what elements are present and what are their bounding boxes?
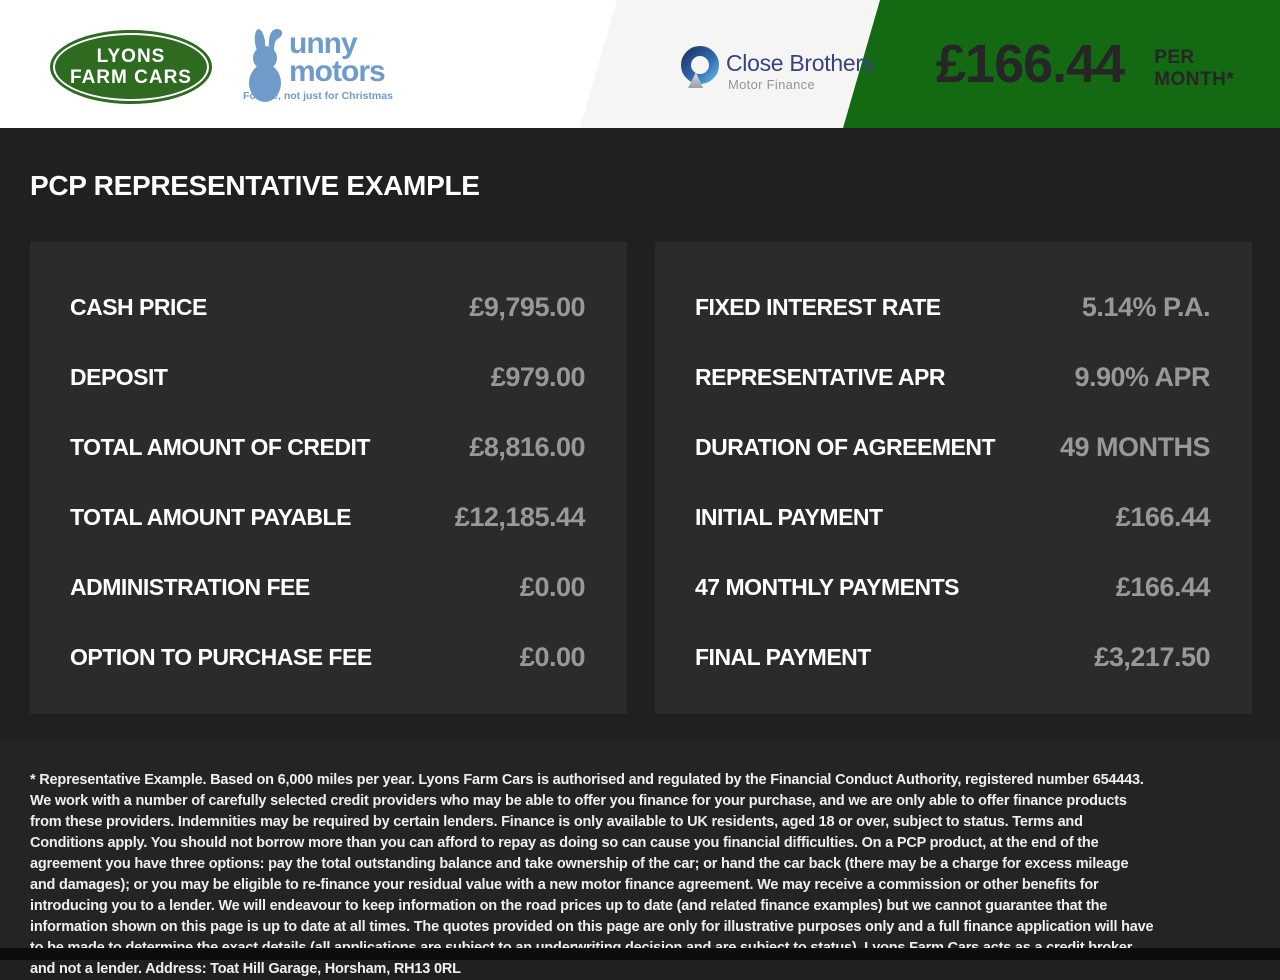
table-row: FINAL PAYMENT £3,217.50	[695, 622, 1210, 692]
row-label: DEPOSIT	[70, 363, 168, 390]
bunny-word-motors: motors	[289, 55, 386, 88]
row-label: FIXED INTEREST RATE	[695, 293, 941, 320]
row-value: £0.00	[519, 641, 586, 672]
row-label: ADMINISTRATION FEE	[70, 573, 310, 600]
row-label: DURATION OF AGREEMENT	[695, 433, 996, 460]
table-row: TOTAL AMOUNT PAYABLE £12,185.44	[70, 482, 586, 552]
disclaimer-section: * Representative Example. Based on 6,000…	[0, 740, 1280, 977]
bottom-bar	[0, 948, 1280, 960]
row-value: £12,185.44	[454, 501, 586, 532]
row-label: INITIAL PAYMENT	[695, 503, 883, 530]
close-brothers-icon	[681, 46, 719, 88]
lyons-logo-line2: FARM CARS	[70, 67, 192, 88]
table-row: OPTION TO PURCHASE FEE £0.00	[70, 622, 586, 692]
row-label: TOTAL AMOUNT OF CREDIT	[70, 433, 370, 460]
close-brothers-name: Close Brothers	[726, 50, 874, 76]
row-value: 5.14% P.A.	[1081, 291, 1211, 322]
price-suffix: PER MONTH*	[1154, 47, 1235, 90]
finance-table-left: CASH PRICE £9,795.00 DEPOSIT £979.00 TOT…	[30, 242, 627, 714]
table-row: REPRESENTATIVE APR 9.90% APR	[695, 342, 1210, 412]
row-label: FINAL PAYMENT	[695, 643, 871, 670]
bunny-icon	[249, 29, 283, 102]
row-label: CASH PRICE	[70, 293, 207, 320]
table-row: INITIAL PAYMENT £166.44	[695, 482, 1211, 552]
table-row: FIXED INTEREST RATE 5.14% P.A.	[695, 272, 1211, 342]
main-section: PCP REPRESENTATIVE EXAMPLE CASH PRICE £9…	[0, 128, 1280, 714]
row-label: OPTION TO PURCHASE FEE	[70, 643, 372, 670]
row-value: £8,816.00	[469, 431, 585, 462]
price-amount: £166.44	[936, 34, 1125, 94]
row-value: £0.00	[519, 571, 586, 602]
row-label: 47 MONTHLY PAYMENTS	[695, 573, 960, 600]
lyons-logo-line1: LYONS	[96, 46, 166, 67]
table-row: TOTAL AMOUNT OF CREDIT £8,816.00	[70, 412, 585, 482]
lyons-farm-cars-logo: LYONS FARM CARS	[50, 30, 212, 104]
row-label: REPRESENTATIVE APR	[695, 363, 946, 390]
bunny-tagline: For life, not just for Christmas	[243, 90, 393, 102]
row-value: 49 MONTHS	[1059, 431, 1211, 462]
finance-table-right: FIXED INTEREST RATE 5.14% P.A. REPRESENT…	[655, 242, 1252, 714]
row-value: £979.00	[490, 361, 586, 392]
header: LYONS FARM CARS unny motors For life, no…	[0, 0, 1280, 128]
row-value: £166.44	[1115, 501, 1211, 532]
monthly-price: £166.44 PER MONTH*	[936, 0, 1280, 128]
row-value: £9,795.00	[469, 291, 585, 322]
table-row: 47 MONTHLY PAYMENTS £166.44	[695, 552, 1211, 622]
close-brothers-sub: Motor Finance	[728, 77, 815, 92]
bunny-motors-logo: unny motors For life, not just for Chris…	[243, 24, 393, 108]
table-row: CASH PRICE £9,795.00	[70, 272, 585, 342]
price-banner	[843, 0, 1280, 128]
row-value: 9.90% APR	[1074, 361, 1210, 392]
close-brothers-logo: Close Brothers Motor Finance	[680, 46, 880, 96]
bunny-wordmark: unny motors	[289, 27, 386, 88]
row-value: £3,217.50	[1094, 641, 1210, 672]
page-title: PCP REPRESENTATIVE EXAMPLE	[30, 170, 480, 201]
row-label: TOTAL AMOUNT PAYABLE	[70, 503, 351, 530]
finance-tables: CASH PRICE £9,795.00 DEPOSIT £979.00 TOT…	[30, 242, 1252, 714]
table-row: DEPOSIT £979.00	[70, 342, 586, 412]
table-row: DURATION OF AGREEMENT 49 MONTHS	[695, 412, 1211, 482]
row-value: £166.44	[1115, 571, 1211, 602]
table-row: ADMINISTRATION FEE £0.00	[70, 552, 586, 622]
bunny-word-unny: unny	[289, 27, 358, 60]
